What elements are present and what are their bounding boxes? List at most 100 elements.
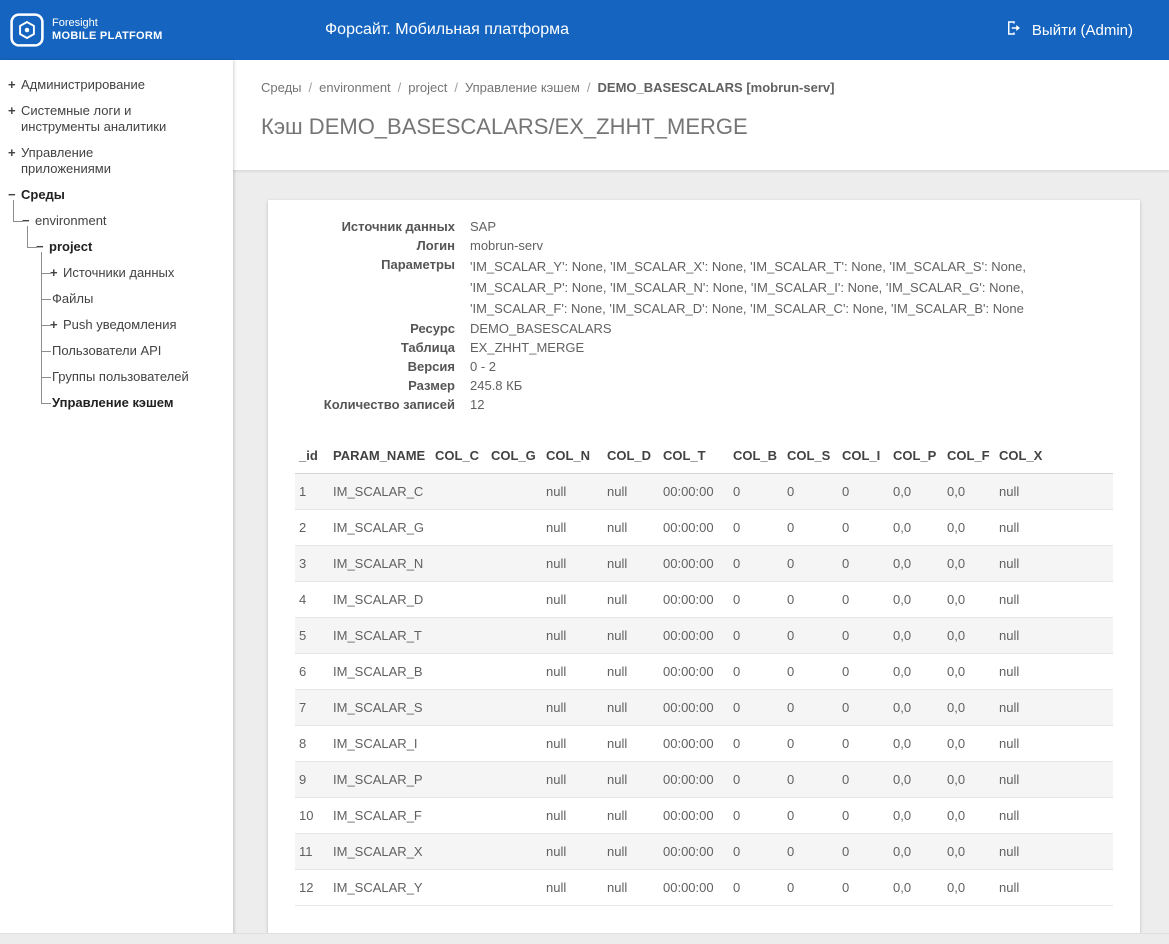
table-cell: null	[995, 581, 1113, 618]
nav-tree: + Администрирование + Системные логи и инст…	[0, 72, 233, 416]
detail-label: Версия	[407, 359, 455, 374]
table-cell: IM_SCALAR_B	[329, 653, 431, 690]
table-cell: 0	[729, 761, 783, 798]
table-cell	[431, 761, 487, 798]
table-cell	[487, 689, 542, 726]
detail-row: Ресурс DEMO_BASESCALARS	[295, 320, 1113, 338]
tree-node-environment: − environment − project + Источники данных Фай…	[13, 200, 227, 416]
table-cell: 0	[838, 653, 889, 690]
sidebar-item-files[interactable]: Файлы	[50, 286, 227, 312]
expand-icon[interactable]: +	[8, 77, 16, 92]
expand-icon[interactable]: +	[50, 317, 58, 332]
table-row: 7 IM_SCALAR_S null null 00:00:00 0 0 0 0,0 0,0 nul…	[295, 689, 1113, 726]
tree-node-api-users: Пользователи API	[41, 330, 227, 373]
collapse-icon[interactable]: −	[36, 239, 44, 254]
detail-row: Количество записей 12	[295, 396, 1113, 414]
detail-label: Параметры	[381, 257, 455, 272]
collapse-icon[interactable]: −	[8, 187, 16, 202]
table-row: 12 IM_SCALAR_Y null null 00:00:00 0 0 0 0,0 0,0 nu…	[295, 869, 1113, 906]
sidebar-item-project[interactable]: − project	[36, 234, 227, 260]
table-cell: 0	[783, 869, 838, 906]
table-cell: 11	[295, 833, 329, 870]
tree-node-app-management: + Управление приложениями	[8, 140, 227, 182]
breadcrumb-link[interactable]: environment	[319, 80, 391, 95]
tree-node-push-notifications: + Push уведомления	[41, 304, 227, 347]
sidebar-item-label: environment	[35, 213, 107, 228]
detail-row: Логин mobrun-serv	[295, 237, 1113, 255]
column-header-_id: _id	[295, 438, 329, 474]
table-cell: 0	[783, 689, 838, 726]
table-cell: 0	[838, 689, 889, 726]
table-cell: 0	[838, 797, 889, 834]
table-cell: IM_SCALAR_G	[329, 509, 431, 546]
sidebar-item-environments[interactable]: − Среды	[8, 182, 227, 208]
table-cell: 0	[783, 833, 838, 870]
sidebar-item-label: Системные логи и инструменты аналитики	[21, 103, 167, 134]
expand-icon[interactable]: +	[50, 265, 58, 280]
table-cell: 0,0	[889, 797, 943, 834]
breadcrumb-link[interactable]: project	[408, 80, 448, 95]
table-cell: 0	[729, 545, 783, 582]
detail-row: Таблица EX_ZHHT_MERGE	[295, 339, 1113, 357]
table-cell: null	[542, 545, 603, 582]
column-header-col_f: COL_F	[943, 438, 995, 474]
table-cell	[487, 653, 542, 690]
collapse-icon[interactable]: −	[22, 213, 30, 228]
logout-button[interactable]: Выйти (Admin)	[1005, 19, 1133, 41]
sidebar-item-environment[interactable]: − environment	[22, 208, 227, 234]
app-header: Foresight MOBILE PLATFORM Форсайт. Мобил…	[0, 0, 1169, 60]
table-cell: IM_SCALAR_I	[329, 725, 431, 762]
detail-row: Версия 0 - 2	[295, 358, 1113, 376]
logo-text-line2: MOBILE PLATFORM	[52, 30, 163, 42]
table-cell: null	[603, 833, 659, 870]
table-cell: IM_SCALAR_F	[329, 797, 431, 834]
breadcrumb-link[interactable]: Среды	[261, 80, 302, 95]
tree-node-administration: + Администрирование	[8, 72, 227, 98]
sidebar-item-data-sources[interactable]: + Источники данных	[50, 260, 227, 286]
column-header-col_g: COL_G	[487, 438, 542, 474]
sidebar-item-cache-management[interactable]: Управление кэшем	[50, 390, 227, 416]
table-cell: 9	[295, 761, 329, 798]
table-cell: 0	[729, 797, 783, 834]
breadcrumb-link[interactable]: Управление кэшем	[464, 80, 580, 95]
logo-text-line1: Foresight	[52, 17, 98, 29]
sidebar-item-label: Управление приложениями	[21, 145, 111, 176]
cache-details-card: Источник данных SAP Логин mobrun-serv Параме…	[268, 200, 1140, 944]
table-cell	[487, 581, 542, 618]
sidebar-item-api-users[interactable]: Пользователи API	[50, 338, 227, 364]
sidebar-item-push-notifications[interactable]: + Push уведомления	[50, 312, 227, 338]
table-cell: 0	[729, 653, 783, 690]
expand-icon[interactable]: +	[8, 103, 16, 118]
sidebar-item-administration[interactable]: + Администрирование	[8, 72, 227, 98]
breadcrumb-separator: /	[308, 80, 313, 95]
table-row: 8 IM_SCALAR_I null null 00:00:00 0 0 0 0,0 0,0 nul…	[295, 725, 1113, 762]
table-cell: null	[603, 797, 659, 834]
expand-icon[interactable]: +	[8, 145, 16, 160]
table-cell	[487, 473, 542, 510]
sidebar-item-system-logs[interactable]: + Системные логи и инструменты аналитики	[8, 98, 227, 140]
table-cell: null	[603, 509, 659, 546]
table-cell: null	[603, 689, 659, 726]
table-cell: 0	[838, 869, 889, 906]
table-cell: 0	[729, 509, 783, 546]
sidebar-item-user-groups[interactable]: Группы пользователей	[50, 364, 227, 390]
table-cell: 7	[295, 689, 329, 726]
table-row: 4 IM_SCALAR_D null null 00:00:00 0 0 0 0,0 0,0 nul…	[295, 581, 1113, 618]
detail-value: EX_ZHHT_MERGE	[470, 340, 585, 355]
detail-value: SAP	[470, 219, 497, 234]
detail-label: Источник данных	[341, 219, 455, 234]
app-title: Форсайт. Мобильная платформа	[325, 21, 569, 38]
table-cell: null	[542, 761, 603, 798]
table-cell: 0	[729, 725, 783, 762]
table-cell	[431, 473, 487, 510]
table-cell: null	[995, 473, 1113, 510]
horizontal-scrollbar[interactable]	[0, 933, 1169, 944]
sidebar-item-app-management[interactable]: + Управление приложениями	[8, 140, 227, 182]
table-cell: 0	[729, 833, 783, 870]
table-cell: IM_SCALAR_T	[329, 617, 431, 654]
detail-row: Параметры 'IM_SCALAR_Y': None, 'IM_SCALAR…	[295, 256, 1113, 319]
table-cell: 0,0	[889, 545, 943, 582]
table-cell: 4	[295, 581, 329, 618]
main-area: Среды / environment / project / Управление кэш…	[233, 60, 1169, 944]
table-cell: null	[542, 581, 603, 618]
